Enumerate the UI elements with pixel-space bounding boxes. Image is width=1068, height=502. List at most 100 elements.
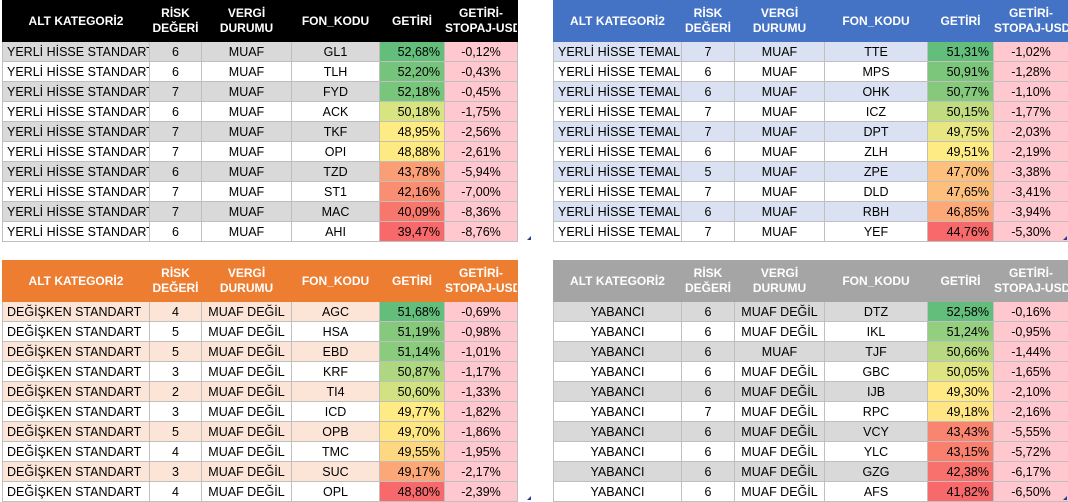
cell-getiri[interactable]: 47,70%: [928, 162, 994, 182]
cell-fon-kodu[interactable]: DLD: [825, 182, 928, 202]
cell-getiri-stopaj-usd[interactable]: -0,45%: [445, 82, 518, 102]
cell-getiri[interactable]: 40,09%: [380, 202, 445, 222]
cell-fon-kodu[interactable]: IKL: [825, 322, 928, 342]
cell-alt-kategori[interactable]: DEĞİŞKEN STANDART: [3, 362, 150, 382]
cell-alt-kategori[interactable]: YABANCI: [554, 482, 682, 502]
cell-alt-kategori[interactable]: YERLİ HİSSE TEMALI: [554, 82, 682, 102]
cell-getiri-stopaj-usd[interactable]: -1,01%: [445, 342, 518, 362]
cell-alt-kategori[interactable]: YABANCI: [554, 302, 682, 322]
cell-alt-kategori[interactable]: DEĞİŞKEN STANDART: [3, 322, 150, 342]
cell-vergi-durumu[interactable]: MUAF: [202, 102, 292, 122]
cell-getiri[interactable]: 43,43%: [928, 422, 994, 442]
cell-vergi-durumu[interactable]: MUAF: [202, 122, 292, 142]
cell-alt-kategori[interactable]: YERLİ HİSSE STANDART: [3, 82, 150, 102]
cell-fon-kodu[interactable]: AHI: [292, 222, 380, 242]
cell-getiri[interactable]: 50,91%: [928, 62, 994, 82]
cell-risk-degeri[interactable]: 6: [150, 42, 202, 62]
cell-getiri-stopaj-usd[interactable]: -1,77%: [994, 102, 1068, 122]
cell-risk-degeri[interactable]: 6: [150, 222, 202, 242]
cell-getiri-stopaj-usd[interactable]: -5,94%: [445, 162, 518, 182]
cell-risk-degeri[interactable]: 7: [682, 102, 735, 122]
cell-getiri-stopaj-usd[interactable]: -1,02%: [994, 42, 1068, 62]
cell-alt-kategori[interactable]: YERLİ HİSSE TEMALI: [554, 62, 682, 82]
cell-getiri[interactable]: 49,30%: [928, 382, 994, 402]
cell-fon-kodu[interactable]: RPC: [825, 402, 928, 422]
cell-fon-kodu[interactable]: ACK: [292, 102, 380, 122]
cell-vergi-durumu[interactable]: MUAF: [735, 222, 825, 242]
cell-alt-kategori[interactable]: DEĞİŞKEN STANDART: [3, 382, 150, 402]
cell-getiri-stopaj-usd[interactable]: -8,36%: [445, 202, 518, 222]
cell-vergi-durumu[interactable]: MUAF DEĞİL: [202, 422, 292, 442]
cell-vergi-durumu[interactable]: MUAF DEĞİL: [202, 342, 292, 362]
table-resize-handle[interactable]: [1063, 236, 1067, 240]
cell-getiri-stopaj-usd[interactable]: -1,28%: [994, 62, 1068, 82]
cell-vergi-durumu[interactable]: MUAF: [735, 42, 825, 62]
table-resize-handle[interactable]: [527, 496, 531, 500]
cell-alt-kategori[interactable]: YERLİ HİSSE STANDART: [3, 122, 150, 142]
cell-vergi-durumu[interactable]: MUAF: [202, 182, 292, 202]
cell-alt-kategori[interactable]: YERLİ HİSSE TEMALI: [554, 122, 682, 142]
cell-vergi-durumu[interactable]: MUAF DEĞİL: [735, 322, 825, 342]
cell-fon-kodu[interactable]: KRF: [292, 362, 380, 382]
cell-fon-kodu[interactable]: ICD: [292, 402, 380, 422]
header-fon-kodu[interactable]: FON_KODU: [825, 1, 928, 42]
cell-fon-kodu[interactable]: HSA: [292, 322, 380, 342]
cell-getiri-stopaj-usd[interactable]: -3,38%: [994, 162, 1068, 182]
cell-vergi-durumu[interactable]: MUAF: [202, 62, 292, 82]
cell-fon-kodu[interactable]: IJB: [825, 382, 928, 402]
cell-getiri-stopaj-usd[interactable]: -1,10%: [994, 82, 1068, 102]
cell-getiri-stopaj-usd[interactable]: -1,44%: [994, 342, 1068, 362]
cell-fon-kodu[interactable]: YEF: [825, 222, 928, 242]
cell-fon-kodu[interactable]: AGC: [292, 302, 380, 322]
cell-risk-degeri[interactable]: 6: [682, 422, 735, 442]
cell-risk-degeri[interactable]: 3: [150, 462, 202, 482]
cell-risk-degeri[interactable]: 6: [150, 102, 202, 122]
cell-fon-kodu[interactable]: AFS: [825, 482, 928, 502]
cell-alt-kategori[interactable]: DEĞİŞKEN STANDART: [3, 342, 150, 362]
cell-risk-degeri[interactable]: 7: [150, 182, 202, 202]
cell-getiri[interactable]: 39,47%: [380, 222, 445, 242]
cell-vergi-durumu[interactable]: MUAF: [202, 142, 292, 162]
cell-fon-kodu[interactable]: GZG: [825, 462, 928, 482]
cell-risk-degeri[interactable]: 6: [150, 62, 202, 82]
cell-getiri-stopaj-usd[interactable]: -3,94%: [994, 202, 1068, 222]
cell-getiri[interactable]: 50,77%: [928, 82, 994, 102]
cell-getiri[interactable]: 41,82%: [928, 482, 994, 502]
cell-vergi-durumu[interactable]: MUAF DEĞİL: [735, 382, 825, 402]
cell-getiri-stopaj-usd[interactable]: -6,50%: [994, 482, 1068, 502]
cell-alt-kategori[interactable]: DEĞİŞKEN STANDART: [3, 462, 150, 482]
cell-risk-degeri[interactable]: 7: [150, 202, 202, 222]
cell-getiri-stopaj-usd[interactable]: -1,95%: [445, 442, 518, 462]
cell-risk-degeri[interactable]: 6: [682, 462, 735, 482]
cell-vergi-durumu[interactable]: MUAF DEĞİL: [735, 422, 825, 442]
cell-fon-kodu[interactable]: GL1: [292, 42, 380, 62]
cell-fon-kodu[interactable]: SUC: [292, 462, 380, 482]
cell-fon-kodu[interactable]: DPT: [825, 122, 928, 142]
cell-risk-degeri[interactable]: 7: [682, 42, 735, 62]
cell-getiri[interactable]: 42,16%: [380, 182, 445, 202]
cell-getiri-stopaj-usd[interactable]: -1,17%: [445, 362, 518, 382]
cell-getiri-stopaj-usd[interactable]: -0,95%: [994, 322, 1068, 342]
cell-alt-kategori[interactable]: YERLİ HİSSE STANDART: [3, 42, 150, 62]
cell-alt-kategori[interactable]: YERLİ HİSSE TEMALI: [554, 182, 682, 202]
cell-fon-kodu[interactable]: TTE: [825, 42, 928, 62]
